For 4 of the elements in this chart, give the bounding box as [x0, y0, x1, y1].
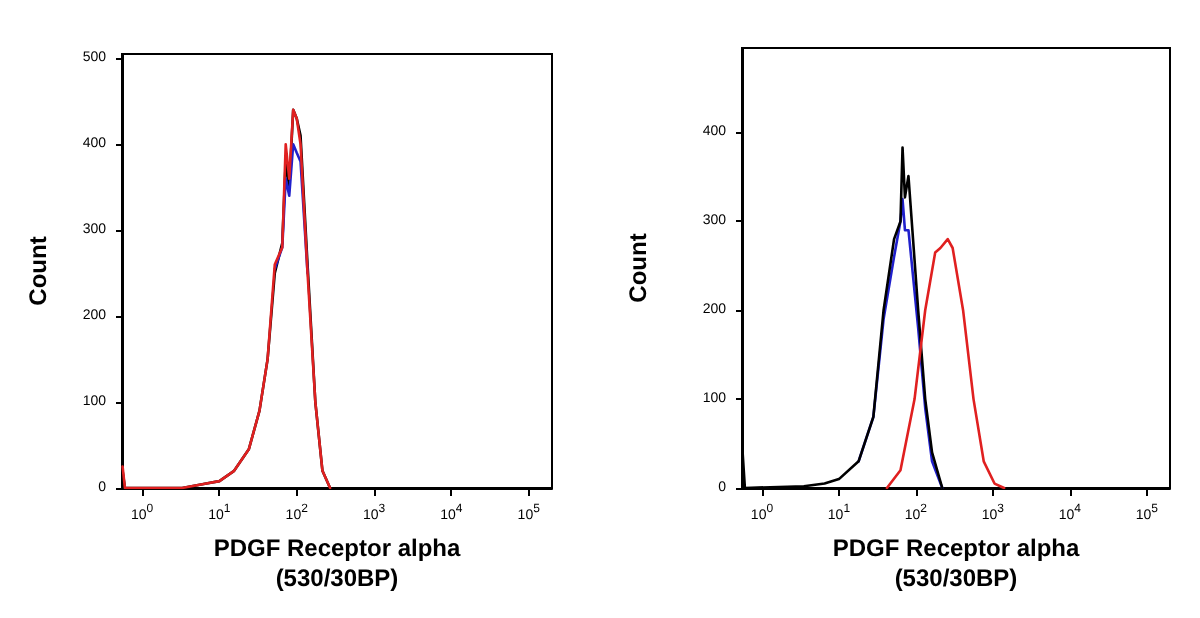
y-axis-title: Count — [624, 233, 652, 303]
x-axis-title: PDGF Receptor alpha (530/30BP) — [832, 533, 1081, 592]
y-axis-title: Count — [24, 236, 52, 306]
x-axis-title: PDGF Receptor alpha (530/30BP) — [213, 533, 462, 592]
